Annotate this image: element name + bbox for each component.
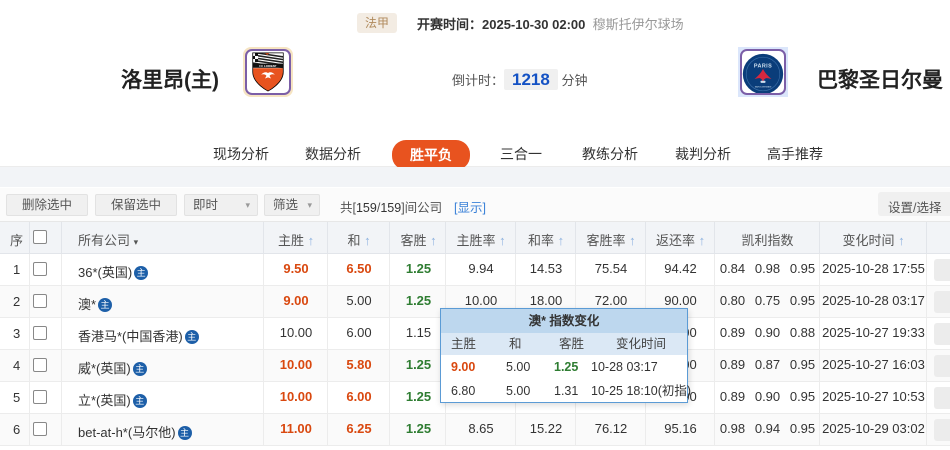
svg-text:FC LORIENT: FC LORIENT: [259, 64, 276, 68]
svg-text:PARIS: PARIS: [754, 64, 772, 70]
